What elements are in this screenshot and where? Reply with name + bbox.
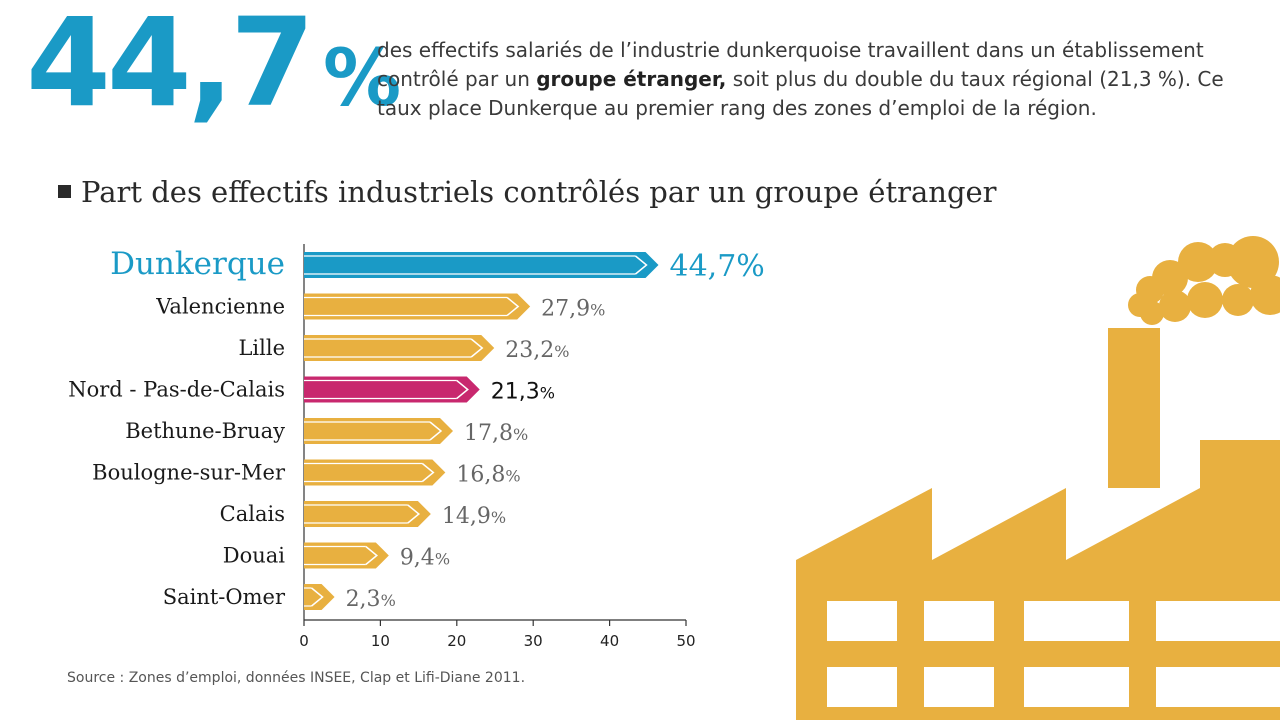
data-label-unit: % — [540, 384, 555, 403]
headline-text: des effectifs salariés de l’industrie du… — [377, 36, 1257, 123]
data-label-unit: % — [590, 301, 605, 320]
bar — [304, 501, 431, 527]
data-label-value: 44,7 — [670, 249, 737, 284]
category-label: Valencienne — [155, 295, 285, 319]
data-label-value: 17,8 — [464, 421, 513, 446]
x-tick-label: 10 — [371, 632, 390, 650]
category-label: Saint-Omer — [163, 585, 286, 609]
chart-title: Part des effectifs industriels contrôlés… — [58, 175, 997, 209]
x-tick-label: 0 — [299, 632, 309, 650]
data-label: 9,4% — [400, 546, 450, 571]
data-label-unit: % — [505, 467, 520, 486]
bar-chevron-mark — [635, 255, 648, 275]
bar-chevron-mark — [506, 296, 520, 317]
x-tick-label: 40 — [600, 632, 619, 650]
data-label-unit: % — [513, 425, 528, 444]
bar — [304, 376, 480, 403]
bar-chevron-mark — [421, 462, 435, 483]
data-label-value: 2,3 — [346, 587, 381, 612]
category-label: Lille — [238, 336, 285, 360]
bar-chevron-mark — [470, 338, 484, 358]
bar-chevron-mark — [456, 379, 469, 400]
bar — [304, 418, 453, 444]
bar-chevron-mark — [311, 587, 324, 607]
data-label-value: 21,3 — [491, 380, 540, 405]
title-bullet-icon — [58, 185, 71, 198]
data-label: 27,9% — [541, 297, 605, 322]
bar — [304, 252, 659, 278]
bar-chevron-mark — [365, 545, 379, 566]
headline-value: 44,7% — [26, 2, 401, 124]
category-label: Bethune-Bruay — [125, 419, 285, 443]
data-label-unit: % — [381, 591, 396, 610]
data-label: 17,8% — [464, 421, 528, 446]
headline-text-bold: groupe étranger, — [536, 67, 727, 91]
category-label: Calais — [220, 502, 285, 526]
bar-chevron-mark — [429, 421, 443, 441]
x-tick-label: 50 — [676, 632, 695, 650]
data-label-value: 16,8 — [456, 463, 505, 488]
bar — [304, 542, 389, 569]
data-label-value: 27,9 — [541, 297, 590, 322]
factory-windows — [827, 601, 1280, 707]
source-note: Source : Zones d’emploi, données INSEE, … — [67, 670, 526, 686]
headline-text-part1: des effectifs salariés de l’industrie du… — [377, 38, 1204, 91]
bar — [304, 584, 335, 610]
category-label: Boulogne-sur-Mer — [92, 461, 286, 485]
bar — [304, 459, 446, 486]
headline-number: 44,7 — [26, 0, 315, 134]
bar — [304, 335, 495, 361]
chart-title-text: Part des effectifs industriels contrôlés… — [81, 175, 997, 209]
category-label: Dunkerque — [110, 246, 285, 282]
category-label: Nord - Pas-de-Calais — [68, 378, 285, 402]
data-label-unit: % — [491, 508, 506, 527]
smoke-cloud — [1128, 236, 1280, 325]
bar-chart: 0 10 20 30 40 50 Dunkerque 44,7% Valencienne 27,9… — [68, 244, 765, 650]
data-label-unit: % — [554, 342, 569, 361]
data-label: 16,8% — [456, 463, 520, 488]
data-label: 21,3% — [491, 380, 555, 405]
category-label: Douai — [223, 544, 286, 568]
data-label: 2,3% — [346, 587, 396, 612]
data-label: 44,7% — [670, 249, 765, 284]
headline-text-part2: soit plus du double du taux régional (21… — [377, 67, 1224, 120]
x-tick-label: 20 — [447, 632, 466, 650]
data-label-value: 14,9 — [442, 504, 491, 529]
bar — [304, 293, 531, 320]
data-label: 14,9% — [442, 504, 506, 529]
x-tick-label: 30 — [524, 632, 543, 650]
headline-percent-sign: % — [323, 34, 402, 124]
data-label-value: 23,2 — [505, 338, 554, 363]
data-label-unit: % — [736, 249, 765, 284]
bar-chevron-mark — [407, 504, 421, 524]
factory-illustration — [796, 236, 1280, 720]
data-label-unit: % — [435, 550, 450, 569]
data-label-value: 9,4 — [400, 546, 435, 571]
data-label: 23,2% — [505, 338, 569, 363]
